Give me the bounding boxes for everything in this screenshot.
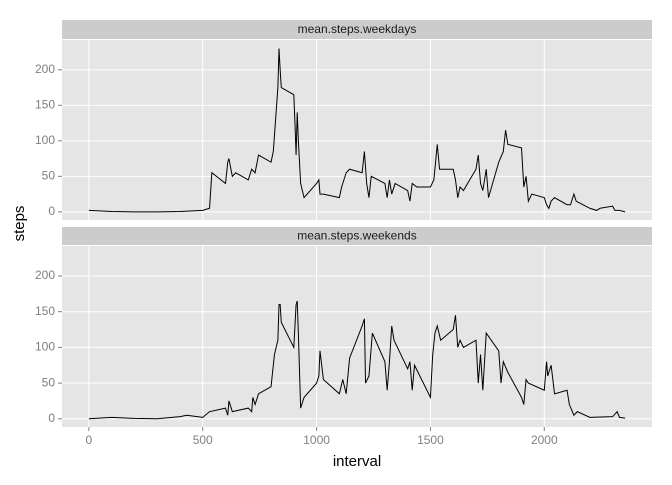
x-tick-label: 2000 (531, 433, 558, 447)
strip (62, 227, 652, 245)
x-tick-label: 0 (86, 433, 93, 447)
strip-label: mean.steps.weekdays (298, 22, 417, 36)
x-tick-label: 1000 (303, 433, 330, 447)
x-tick-label: 1500 (417, 433, 444, 447)
strip (62, 20, 652, 39)
y-tick-label: 50 (42, 375, 56, 389)
data-line (88, 48, 626, 213)
y-tick-label: 0 (48, 204, 55, 218)
y-tick-label: 200 (35, 62, 55, 76)
panel (62, 40, 652, 220)
y-tick-label: 0 (48, 411, 55, 425)
x-tick-label: 500 (193, 433, 213, 447)
y-tick-label: 100 (35, 340, 55, 354)
x-axis-label: interval (333, 453, 381, 470)
y-tick-label: 150 (35, 304, 55, 318)
y-axis-label: steps (11, 206, 28, 242)
panel (62, 246, 652, 427)
y-tick-label: 50 (42, 169, 56, 183)
y-tick-label: 100 (35, 133, 55, 147)
y-tick-label: 200 (35, 268, 55, 282)
strip-label: mean.steps.weekends (297, 229, 416, 243)
y-tick-label: 150 (35, 97, 55, 111)
data-line (88, 300, 626, 420)
